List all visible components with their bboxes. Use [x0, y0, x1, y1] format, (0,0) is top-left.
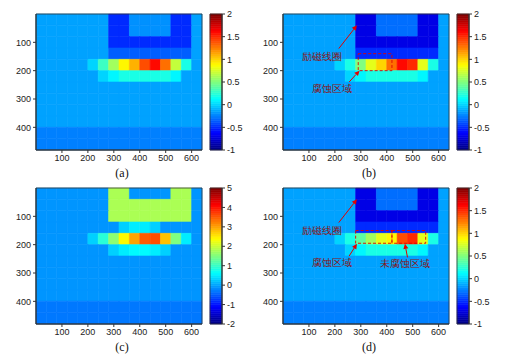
svg-text:-0.5: -0.5	[227, 123, 243, 133]
svg-text:0: 0	[227, 100, 232, 110]
svg-text:400: 400	[379, 153, 394, 163]
svg-text:400: 400	[16, 123, 31, 133]
svg-text:200: 200	[263, 66, 278, 76]
svg-text:未腐蚀区域: 未腐蚀区域	[380, 258, 430, 269]
svg-text:5: 5	[227, 183, 232, 193]
svg-text:腐蚀区域: 腐蚀区域	[312, 83, 352, 94]
svg-text:600: 600	[184, 153, 199, 163]
svg-text:300: 300	[16, 268, 31, 278]
svg-text:1.5: 1.5	[474, 32, 487, 42]
svg-text:1: 1	[227, 55, 232, 65]
svg-text:300: 300	[106, 153, 121, 163]
svg-text:-0.5: -0.5	[474, 123, 490, 133]
svg-text:500: 500	[158, 327, 173, 337]
svg-text:500: 500	[405, 327, 420, 337]
svg-text:3: 3	[227, 222, 232, 232]
svg-text:400: 400	[263, 297, 278, 307]
svg-text:600: 600	[184, 327, 199, 337]
svg-text:200: 200	[327, 153, 342, 163]
svg-text:300: 300	[353, 153, 368, 163]
svg-text:300: 300	[353, 327, 368, 337]
svg-text:400: 400	[16, 297, 31, 307]
svg-text:0: 0	[227, 280, 232, 290]
svg-text:300: 300	[263, 268, 278, 278]
svg-text:200: 200	[327, 327, 342, 337]
svg-text:200: 200	[80, 327, 95, 337]
svg-text:1: 1	[474, 229, 479, 239]
svg-text:100: 100	[16, 212, 31, 222]
svg-text:1: 1	[474, 55, 479, 65]
svg-text:2: 2	[227, 9, 232, 19]
svg-text:-2: -2	[227, 319, 235, 329]
svg-text:1.5: 1.5	[474, 206, 487, 216]
svg-text:1: 1	[227, 261, 232, 271]
svg-text:2: 2	[474, 183, 479, 193]
svg-text:600: 600	[431, 327, 446, 337]
svg-text:400: 400	[379, 327, 394, 337]
svg-text:100: 100	[16, 38, 31, 48]
svg-text:200: 200	[16, 66, 31, 76]
svg-text:100: 100	[263, 38, 278, 48]
svg-text:-1: -1	[227, 300, 235, 310]
html-text:(b): (b)	[362, 166, 376, 180]
svg-text:励磁线圈: 励磁线圈	[302, 51, 342, 62]
html-text:(d): (d)	[362, 340, 376, 354]
svg-text:腐蚀区域: 腐蚀区域	[312, 257, 352, 268]
svg-text:-1: -1	[474, 319, 482, 329]
svg-text:4: 4	[227, 203, 232, 213]
html-text:(c): (c)	[115, 340, 129, 354]
svg-text:400: 400	[132, 153, 147, 163]
svg-text:600: 600	[431, 153, 446, 163]
svg-text:-1: -1	[227, 145, 235, 155]
svg-text:100: 100	[54, 153, 69, 163]
svg-text:1.5: 1.5	[227, 32, 240, 42]
svg-text:200: 200	[16, 240, 31, 250]
svg-text:励磁线圈: 励磁线圈	[302, 225, 342, 236]
svg-text:-1: -1	[474, 145, 482, 155]
svg-text:500: 500	[405, 153, 420, 163]
svg-text:100: 100	[54, 327, 69, 337]
svg-text:0.5: 0.5	[474, 77, 487, 87]
svg-text:400: 400	[132, 327, 147, 337]
svg-text:100: 100	[263, 212, 278, 222]
html-text:(a): (a)	[115, 166, 129, 180]
svg-text:2: 2	[227, 241, 232, 251]
svg-text:100: 100	[301, 153, 316, 163]
svg-text:-0.5: -0.5	[474, 297, 490, 307]
svg-text:200: 200	[80, 153, 95, 163]
svg-text:0.5: 0.5	[227, 77, 240, 87]
svg-text:300: 300	[263, 94, 278, 104]
svg-text:0: 0	[474, 274, 479, 284]
svg-text:0.5: 0.5	[474, 251, 487, 261]
svg-text:200: 200	[263, 240, 278, 250]
svg-text:400: 400	[263, 123, 278, 133]
svg-text:300: 300	[106, 327, 121, 337]
svg-text:2: 2	[474, 9, 479, 19]
svg-text:300: 300	[16, 94, 31, 104]
svg-text:100: 100	[301, 327, 316, 337]
svg-text:500: 500	[158, 153, 173, 163]
svg-text:0: 0	[474, 100, 479, 110]
